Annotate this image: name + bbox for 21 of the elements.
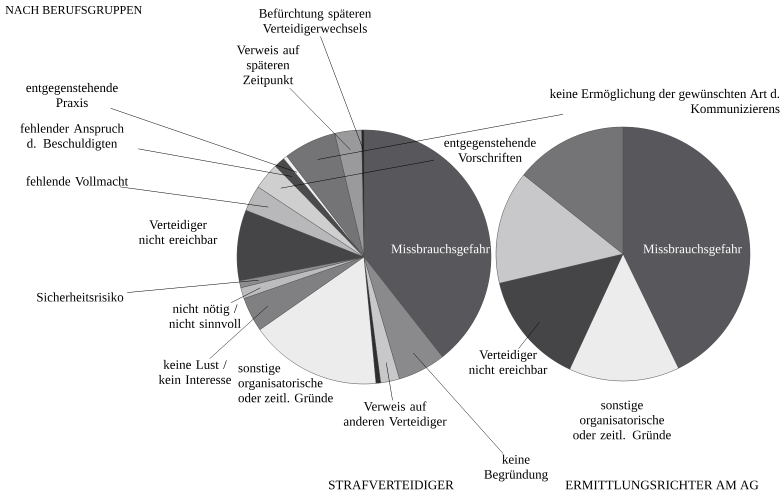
slice-label: keine Ermöglichung der gewünschten Art d. Kommunizierens	[550, 88, 780, 114]
slice-label: keine Begründung	[484, 454, 548, 482]
text: ERMITTLUNGSRICHTER AM AG	[566, 480, 758, 490]
slice-label: Verteidiger nicht ereichbar	[468, 350, 548, 374]
slice-label: Verweis auf anderen Verteidiger	[344, 402, 447, 428]
slice-label: Missbrauchsgefahr	[391, 244, 490, 256]
slice-label: entgegenstehende Vorschriften	[444, 138, 536, 162]
slice-label: nicht nötig / nicht sinnvoll	[169, 304, 241, 328]
slice-label: Sicherheitsrisiko	[37, 292, 124, 302]
chart-title: NACH BERUFSGRUPPEN	[6, 6, 142, 14]
text: STRAFVERTEIDIGER	[329, 480, 454, 490]
slice-label: Befürchtung späteren Verteidigerwechsels	[259, 8, 372, 36]
slice-label: entgegenstehende Praxis	[26, 82, 118, 108]
slice-label: Verteidiger nicht ereichbar	[138, 220, 218, 244]
slice-label: Missbrauchsgefahr	[643, 244, 742, 256]
slice-label: sonstige organisatorische oder zeitl. Gründe	[573, 400, 671, 440]
slice-label: fehlende Vollmacht	[26, 176, 128, 186]
slice-label: fehlender Anspruch d. Beschuldigten	[20, 124, 124, 150]
slice-label: keine Lust / kein Interesse	[158, 360, 232, 384]
slice-label: sonstige organisatorische oder zeitl. Gründe	[238, 364, 333, 402]
slice-label: Verweis auf späteren Zeitpunkt	[236, 45, 300, 87]
